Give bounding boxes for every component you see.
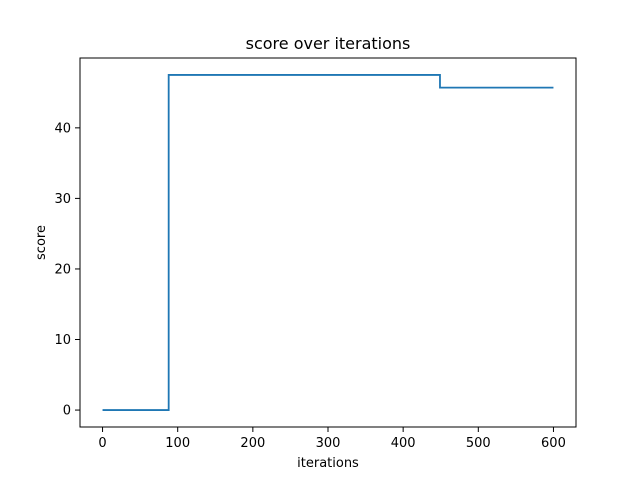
y-tick-label: 0 — [63, 404, 71, 419]
y-tick-label: 20 — [54, 262, 71, 277]
plot-frame — [79, 57, 577, 428]
y-tick-label: 40 — [54, 121, 71, 136]
x-tick-label: 500 — [466, 436, 491, 451]
y-tick-label: 10 — [54, 333, 71, 348]
x-tick-label: 600 — [541, 436, 566, 451]
y-axis-ticks: 0 10 20 30 40 — [54, 121, 80, 419]
chart-title: score over iterations — [246, 34, 411, 53]
x-tick-label: 300 — [316, 436, 341, 451]
x-tick-label: 400 — [391, 436, 416, 451]
score-series-line — [102, 74, 554, 411]
x-tick-label: 100 — [165, 436, 190, 451]
x-axis-label: iterations — [297, 456, 359, 471]
y-tick-label: 30 — [54, 192, 71, 207]
y-axis-label: score — [34, 225, 49, 260]
x-tick-label: 200 — [240, 436, 265, 451]
x-tick-label: 0 — [98, 436, 106, 451]
series-layer — [102, 74, 554, 411]
x-axis-ticks: 0 100 200 300 400 500 600 — [98, 427, 566, 451]
